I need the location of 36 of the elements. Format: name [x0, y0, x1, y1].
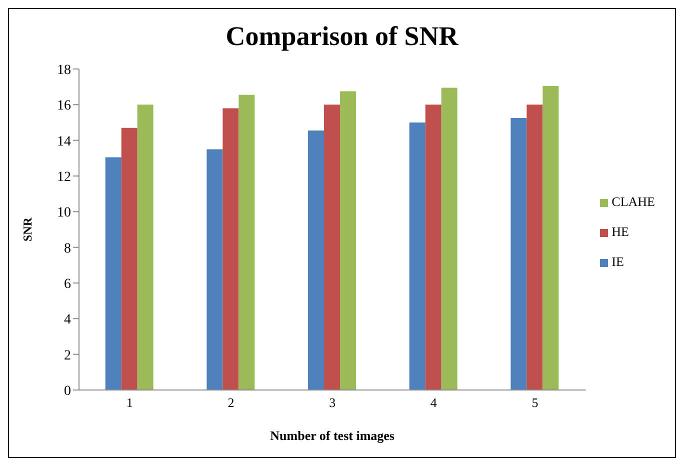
y-axis-title: SNR	[20, 217, 34, 242]
y-tick-label: 2	[64, 348, 71, 364]
legend-label: HE	[612, 224, 629, 239]
chart-title: Comparison of SNR	[224, 21, 460, 52]
bar	[441, 88, 458, 390]
bar	[238, 94, 255, 390]
y-tick-label: 18	[57, 62, 71, 78]
x-axis-title: Number of test images	[270, 428, 394, 443]
y-tick-label: 16	[57, 98, 71, 114]
bar	[340, 91, 356, 390]
bar	[409, 122, 426, 390]
bar	[137, 104, 154, 390]
bar	[324, 104, 340, 390]
bar	[425, 104, 442, 390]
x-tick-label: 1	[126, 395, 133, 410]
x-tick-label: 2	[228, 395, 234, 410]
y-tick-label: 14	[57, 134, 71, 150]
legend-label: CLAHE	[612, 194, 655, 209]
x-tick-label: 5	[532, 395, 538, 410]
y-tick-label: 10	[57, 206, 71, 221]
bar	[206, 149, 223, 390]
y-tick-label: 12	[57, 170, 71, 185]
bar	[526, 104, 543, 390]
bar	[105, 157, 122, 390]
bar	[121, 128, 138, 390]
x-tick-label: 3	[329, 395, 336, 410]
x-tick-label: 4	[430, 395, 438, 410]
legend-label: IE	[612, 254, 624, 269]
bar	[308, 130, 324, 390]
bar	[542, 86, 559, 390]
y-tick-label: 8	[64, 241, 71, 256]
bar	[222, 108, 239, 390]
y-tick-label: 4	[64, 312, 71, 328]
y-tick-label: 6	[64, 276, 71, 292]
bar	[510, 118, 527, 390]
y-tick-label: 0	[64, 384, 71, 399]
